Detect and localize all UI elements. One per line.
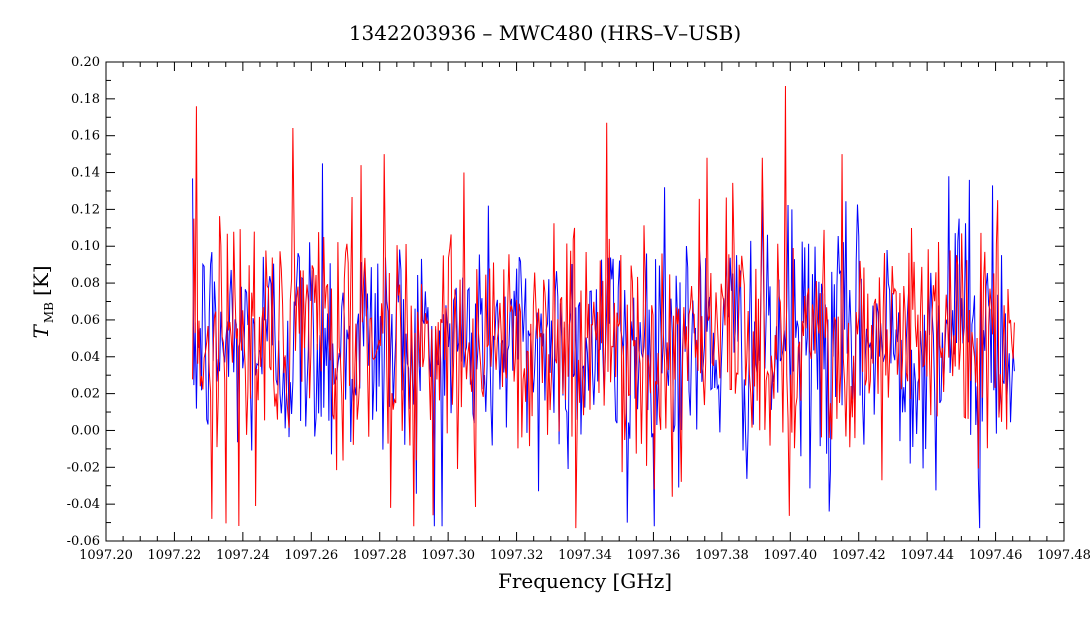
x-tick-label: 1097.42 [832, 548, 886, 563]
x-tick-label: 1097.34 [558, 548, 612, 563]
y-tick-label: 0.18 [71, 92, 100, 107]
y-axis-title-main: T [29, 324, 53, 339]
x-tick-label: 1097.24 [216, 548, 270, 563]
y-tick-label: 0.14 [71, 166, 100, 181]
x-tick-label: 1097.48 [1037, 548, 1090, 563]
x-tick-label: 1097.32 [490, 548, 544, 563]
x-tick-label: 1097.26 [284, 548, 338, 563]
x-tick-label: 1097.40 [763, 548, 817, 563]
plot-area: 1097.20 1097.22 1097.24 1097.26 1097.28 1097.… [67, 55, 1090, 563]
series-layer [192, 85, 1015, 529]
x-tick-label: 1097.20 [79, 548, 133, 563]
y-tick-label: 0.02 [71, 387, 100, 402]
x-tick-label: 1097.22 [148, 548, 202, 563]
x-tick-label: 1097.38 [695, 548, 749, 563]
y-tick-label: -0.02 [67, 460, 100, 475]
y-tick-label: 0.20 [71, 55, 100, 70]
y-axis-title: TMB [K] [29, 266, 56, 339]
y-axis-title-sub: MB [42, 302, 56, 323]
y-tick-label: 0.06 [71, 313, 100, 328]
y-tick-label: -0.04 [67, 497, 100, 512]
ticks-layer: 1097.20 1097.22 1097.24 1097.26 1097.28 1097.… [67, 55, 1090, 563]
x-tick-label: 1097.46 [969, 548, 1023, 563]
y-tick-label: 0.10 [71, 239, 100, 254]
y-tick-label: 0.00 [71, 423, 100, 438]
x-axis-title: Frequency [GHz] [498, 569, 672, 593]
series-line-2 [192, 85, 1015, 529]
y-tick-label: -0.06 [67, 534, 100, 549]
y-tick-label: 0.16 [71, 129, 100, 144]
x-tick-label: 1097.44 [900, 548, 954, 563]
y-tick-label: 0.04 [71, 350, 100, 365]
svg-text:TMB[K]: TMB [K] [29, 266, 56, 339]
x-tick-label: 1097.36 [627, 548, 681, 563]
chart-title: 1342203936 – MWC480 (HRS–V–USB) [349, 21, 741, 45]
y-axis-title-unit: [K] [29, 266, 53, 297]
y-tick-label: 0.08 [71, 276, 100, 291]
y-tick-label: 0.12 [71, 202, 100, 217]
x-tick-label: 1097.30 [421, 548, 475, 563]
x-tick-label: 1097.28 [353, 548, 407, 563]
